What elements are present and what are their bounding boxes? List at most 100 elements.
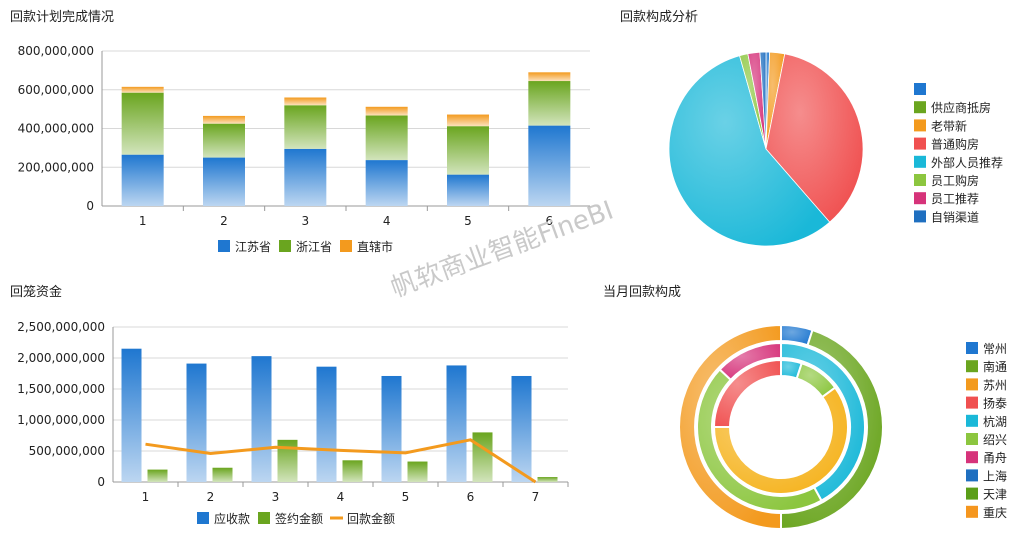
legend-swatch [258,512,270,524]
x-tick-label: 5 [464,214,472,228]
bar [407,461,428,482]
y-tick-label: 800,000,000 [18,44,94,58]
legend-item: 浙江省 [279,240,332,254]
x-tick-label: 2 [207,490,215,504]
legend-item: 签约金额 [258,511,323,526]
legend-swatch [966,414,978,427]
legend-swatch [914,210,926,223]
legend-swatch [914,192,926,205]
bar [381,375,402,482]
legend-swatch [966,378,978,391]
bar-segment [203,157,245,206]
bar [212,467,233,482]
legend-swatch [218,240,230,252]
legend-swatch [914,119,926,132]
bar-segment [447,114,489,127]
x-tick-label: 4 [337,490,345,504]
x-tick-label: 3 [302,214,310,228]
legend-label: 江苏省 [235,240,271,254]
plan-stacked-bar-chart: 0 200,000,000 400,000,000 600,000,000 800,00… [18,44,591,254]
bar [316,366,337,482]
bar-segment [284,105,327,149]
donut-slice [712,358,782,428]
legend-label: 常州 [983,342,1007,356]
legend-item: 供应商抵房 [914,100,991,115]
y-tick-label: 0 [86,199,94,213]
legend-swatch [914,174,926,186]
legend-label: 浙江省 [296,240,332,254]
y-tick-label: 200,000,000 [18,160,94,174]
y-tick-label: 1,500,000,000 [17,382,105,396]
bar [186,363,207,482]
legend-label: 苏州 [983,378,1007,392]
x-tick-label: 1 [139,214,147,228]
bar [277,439,298,482]
donut-slice [678,323,782,531]
y-tick-label: 0 [97,475,105,489]
y-tick-label: 2,000,000,000 [17,351,105,365]
legend-item: 江苏省 [218,240,271,254]
legend-label: 应收款 [214,511,250,526]
bar-segment [203,123,245,158]
legend-label: 绍兴 [983,433,1007,447]
legend-item: 甬舟 [966,451,1007,465]
legend-label: 杭湖 [983,414,1007,429]
legend-swatch [197,512,209,524]
legend-item: 天津 [966,487,1007,502]
bar [342,460,363,482]
bar-segment [447,174,489,206]
bar-segment [284,97,327,106]
funds-bar-line-chart: 0 500,000,000 1,000,000,000 1,500,000,000 2,… [17,320,569,526]
legend-item: 员工推荐 [914,192,979,206]
legend-swatch [966,396,978,409]
bar-segment [365,115,408,161]
bar [121,348,142,482]
legend-label: 供应商抵房 [931,100,991,115]
bar-segment [365,106,408,116]
legend-item: 外部人员推荐 [914,155,1003,170]
legend-swatch [966,360,978,373]
line-series [145,438,537,484]
legend-item [914,83,926,95]
y-tick-label: 1,000,000,000 [17,413,105,427]
legend-label: 天津 [983,488,1007,502]
legend-label: 直辖市 [357,239,393,254]
plan-chart-title: 回款计划完成情况 [10,10,115,25]
legend-swatch [914,155,926,168]
legend-item: 直辖市 [340,239,393,254]
x-tick-label: 1 [142,490,150,504]
legend-label: 回款金额 [347,511,395,526]
bar-segment [203,115,245,124]
bar-segment [121,154,164,206]
legend-swatch [279,240,291,252]
bar-segment [284,148,327,206]
legend-label: 扬泰 [983,396,1007,411]
legend-item: 普通购房 [914,137,979,152]
y-tick-label: 500,000,000 [29,444,105,458]
legend-label: 甬舟 [983,451,1007,465]
legend-label: 员工购房 [931,173,979,188]
legend-item: 苏州 [966,378,1007,392]
month-chart-title: 当月回款构成 [603,285,682,300]
bar [251,356,272,482]
legend-swatch [966,469,978,482]
pie-slice [668,55,831,247]
legend-item: 重庆 [966,505,1007,520]
bar-segment [447,126,489,175]
bar-segment [528,125,571,206]
y-tick-label: 400,000,000 [18,122,94,136]
bar-segment [528,81,571,126]
bar-segment [528,72,571,82]
bar [537,477,558,482]
pie-slice [759,51,767,150]
composition-chart-title: 回款构成分析 [620,10,699,25]
bar-segment [121,92,164,155]
legend-swatch [966,505,978,518]
legend-swatch [966,433,978,445]
x-tick-label: 3 [272,490,280,504]
legend-item: 绍兴 [966,433,1007,447]
legend-item: 上海 [966,468,1007,483]
legend-item: 杭湖 [966,414,1007,429]
